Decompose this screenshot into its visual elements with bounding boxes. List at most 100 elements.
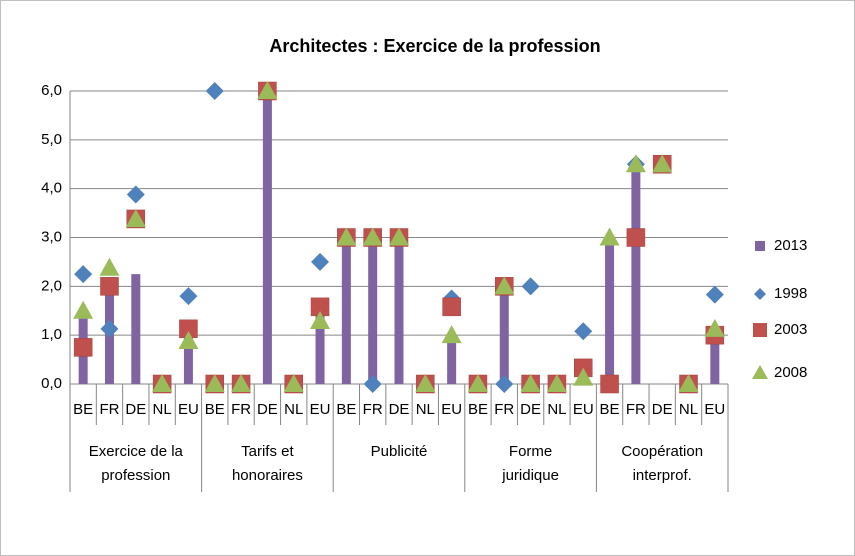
x-tick-label: NL — [547, 401, 566, 418]
triangle-marker — [99, 257, 120, 276]
legend-swatch — [752, 365, 768, 379]
group-label: Tarifs et honoraires — [232, 443, 303, 484]
x-tick-label: BE — [336, 401, 356, 418]
triangle-marker — [310, 311, 331, 330]
triangle-marker — [625, 154, 646, 173]
triangle-marker — [415, 374, 436, 392]
triangle-marker — [467, 374, 488, 392]
bar — [341, 237, 351, 384]
x-tick-label: NL — [153, 401, 172, 418]
square-marker — [442, 297, 461, 317]
triangle-marker — [283, 374, 304, 392]
x-tick-label: BE — [600, 401, 620, 418]
legend-swatch — [753, 323, 767, 337]
x-tick-label: EU — [704, 401, 725, 418]
bar — [631, 164, 641, 384]
triangle-marker — [231, 374, 252, 392]
x-tick-label: BE — [468, 401, 488, 418]
triangle-marker — [441, 325, 462, 344]
diamond-marker — [521, 277, 540, 296]
triangle-marker — [678, 374, 699, 392]
triangle-marker — [204, 374, 225, 392]
x-tick-label: FR — [494, 401, 514, 418]
legend-label: 2003 — [774, 321, 807, 338]
x-tick-label: DE — [257, 401, 278, 418]
triangle-marker — [494, 276, 515, 295]
bar — [394, 237, 404, 384]
group-label: Coopération interprof. — [621, 443, 703, 484]
triangle-marker — [73, 300, 94, 319]
y-tick-label: 2,0 — [41, 277, 62, 294]
bar — [262, 91, 272, 384]
triangle-marker — [125, 208, 146, 227]
triangle-marker — [257, 81, 278, 99]
y-tick-label: 6,0 — [41, 82, 62, 99]
diamond-marker — [495, 375, 514, 393]
legend-label: 1998 — [774, 285, 807, 302]
square-marker — [73, 338, 93, 357]
legend-label: 2013 — [774, 237, 807, 254]
diamond-marker — [363, 375, 382, 393]
x-tick-label: DE — [389, 401, 410, 418]
x-tick-label: EU — [310, 401, 331, 418]
y-tick-label: 5,0 — [41, 131, 62, 148]
diamond-marker — [74, 265, 93, 284]
group-label: Publicité — [371, 443, 428, 460]
diamond-marker — [574, 322, 593, 341]
x-tick-label: BE — [73, 401, 93, 418]
x-tick-label: FR — [99, 401, 119, 418]
group-label: Forme juridique — [501, 443, 559, 484]
triangle-marker — [362, 227, 383, 246]
triangle-marker — [573, 367, 594, 386]
bar — [131, 274, 141, 384]
diamond-marker — [311, 252, 330, 271]
x-tick-label: NL — [284, 401, 303, 418]
bar — [368, 237, 378, 384]
legend-label: 2008 — [774, 364, 807, 381]
x-tick-label: DE — [652, 401, 673, 418]
diamond-marker — [179, 287, 198, 306]
x-tick-label: FR — [626, 401, 646, 418]
bar — [315, 310, 325, 384]
triangle-marker — [520, 374, 541, 392]
bar — [499, 286, 509, 384]
triangle-marker — [546, 374, 567, 392]
x-tick-label: FR — [363, 401, 383, 418]
triangle-marker — [652, 154, 673, 173]
x-tick-label: EU — [441, 401, 462, 418]
x-tick-label: EU — [573, 401, 594, 418]
x-tick-label: DE — [125, 401, 146, 418]
triangle-marker — [704, 318, 725, 337]
y-tick-label: 3,0 — [41, 228, 62, 245]
y-tick-label: 0,0 — [41, 375, 62, 392]
square-marker — [626, 228, 646, 247]
diamond-marker — [126, 185, 145, 204]
y-tick-label: 1,0 — [41, 326, 62, 343]
diamond-marker — [705, 285, 724, 304]
x-tick-label: EU — [178, 401, 199, 418]
diamond-marker — [205, 82, 224, 100]
chart-title: Architectes : Exercice de la profession — [269, 36, 600, 56]
square-marker — [600, 374, 619, 394]
triangle-marker — [152, 374, 173, 392]
x-tick-label: DE — [520, 401, 541, 418]
legend-swatch — [755, 241, 765, 251]
triangle-marker — [178, 331, 199, 350]
square-marker — [100, 277, 119, 296]
bar — [183, 335, 193, 384]
legend-swatch — [754, 288, 766, 300]
diamond-marker — [100, 319, 119, 338]
bar — [447, 335, 457, 384]
x-tick-label: FR — [231, 401, 251, 418]
x-tick-label: NL — [416, 401, 435, 418]
triangle-marker — [599, 227, 620, 246]
x-tick-label: NL — [679, 401, 698, 418]
triangle-marker — [336, 227, 357, 246]
x-tick-label: BE — [205, 401, 225, 418]
group-label: Exercice de la profession — [89, 443, 184, 484]
triangle-marker — [389, 227, 409, 246]
bar — [710, 335, 720, 384]
y-tick-label: 4,0 — [41, 180, 62, 197]
